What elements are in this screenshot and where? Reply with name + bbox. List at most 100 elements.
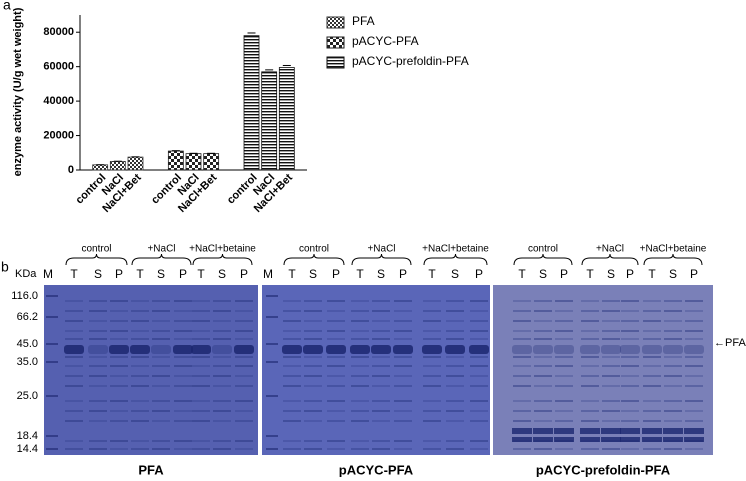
band: [446, 400, 464, 402]
band: [65, 300, 83, 302]
band: [423, 410, 441, 412]
band: [664, 385, 682, 387]
band: [664, 320, 682, 322]
band: [303, 345, 323, 354]
band: [512, 437, 532, 442]
bar: [92, 164, 109, 171]
band: [620, 345, 640, 354]
band: [304, 410, 322, 412]
band: [664, 410, 682, 412]
band: [642, 345, 662, 354]
bar: [278, 67, 295, 171]
lane-label: S: [94, 267, 102, 281]
band: [423, 365, 441, 367]
band: [513, 448, 531, 450]
band: [602, 310, 620, 312]
band: [580, 428, 600, 434]
band: [152, 320, 170, 322]
band: [423, 385, 441, 387]
band: [130, 345, 150, 354]
band: [327, 400, 345, 402]
band: [602, 300, 620, 302]
band: [89, 410, 107, 412]
marker-label: 18.4: [17, 430, 38, 442]
brace: [643, 253, 703, 266]
band: [555, 375, 573, 377]
band: [372, 420, 390, 422]
band: [235, 440, 253, 442]
band: [423, 375, 441, 377]
group-label: +NaCl: [596, 244, 624, 255]
band: [304, 400, 322, 402]
band: [304, 385, 322, 387]
band: [89, 420, 107, 422]
brace: [423, 253, 488, 266]
band: [423, 448, 441, 450]
band: [283, 320, 301, 322]
legend-label: pACYC-PFA: [352, 34, 419, 48]
band: [327, 320, 345, 322]
band: [283, 365, 301, 367]
band: [534, 338, 552, 340]
band: [685, 300, 703, 302]
band: [283, 448, 301, 450]
band: [446, 310, 464, 312]
band: [283, 338, 301, 340]
band: [684, 345, 704, 354]
band: [304, 365, 322, 367]
band: [581, 410, 599, 412]
band: [643, 320, 661, 322]
band: [643, 400, 661, 402]
marker-band: [46, 361, 58, 363]
band: [65, 448, 83, 450]
band: [534, 410, 552, 412]
band: [235, 356, 253, 358]
band: [283, 310, 301, 312]
band: [581, 420, 599, 422]
band: [664, 300, 682, 302]
band: [555, 385, 573, 387]
band: [643, 448, 661, 450]
band: [685, 420, 703, 422]
band: [110, 385, 128, 387]
band: [534, 356, 552, 358]
band: [372, 410, 390, 412]
band: [642, 437, 662, 442]
lane-label: S: [539, 267, 547, 281]
band: [174, 410, 192, 412]
band: [235, 300, 253, 302]
band: [621, 410, 639, 412]
band: [685, 310, 703, 312]
band: [131, 300, 149, 302]
band: [283, 385, 301, 387]
band: [423, 330, 441, 332]
lane-label: T: [136, 267, 144, 281]
band: [192, 410, 210, 412]
band: [602, 448, 620, 450]
band: [131, 320, 149, 322]
band: [327, 420, 345, 422]
band: [581, 365, 599, 367]
band: [534, 365, 552, 367]
band: [643, 356, 661, 358]
band: [685, 338, 703, 340]
band: [372, 365, 390, 367]
band: [602, 338, 620, 340]
band: [152, 440, 170, 442]
band: [685, 375, 703, 377]
band: [470, 338, 488, 340]
band: [192, 440, 210, 442]
lane-label: P: [179, 267, 187, 281]
band: [351, 310, 369, 312]
legend-swatch: [326, 56, 345, 69]
band: [513, 400, 531, 402]
band: [643, 365, 661, 367]
band: [65, 320, 83, 322]
band: [394, 375, 412, 377]
band: [131, 365, 149, 367]
band: [643, 300, 661, 302]
band: [372, 440, 390, 442]
band: [327, 448, 345, 450]
band: [213, 300, 231, 302]
gel: [493, 285, 713, 455]
